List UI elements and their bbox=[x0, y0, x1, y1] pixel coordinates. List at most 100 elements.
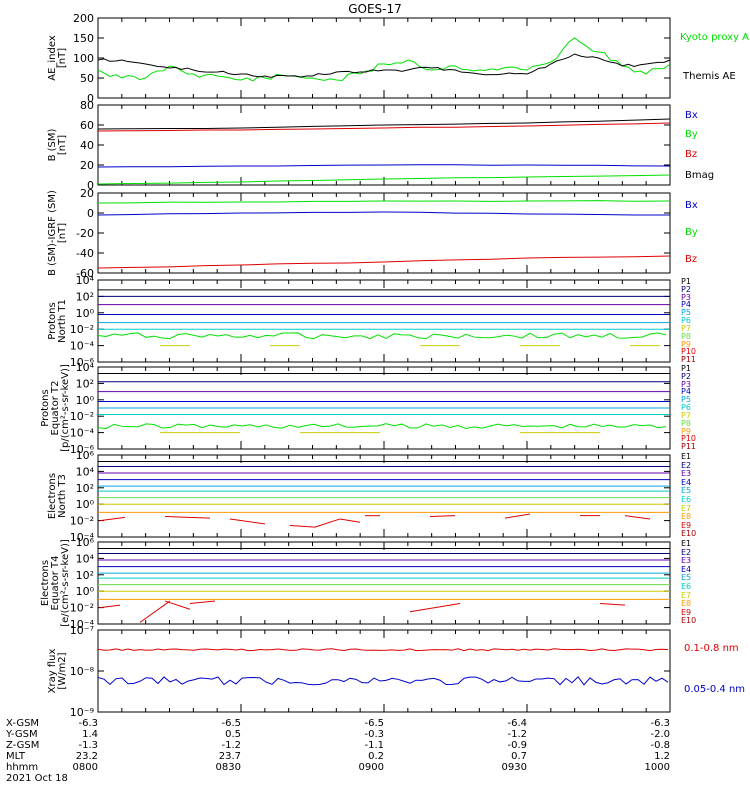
legend-entry: E3 bbox=[681, 556, 692, 566]
legend-entry: P8 bbox=[681, 418, 691, 428]
proton-t2-line-7 bbox=[97, 423, 667, 430]
y-axis-label: Protons bbox=[47, 302, 58, 339]
y-tick-label: 10⁻² bbox=[70, 410, 94, 423]
legend-entry: P10 bbox=[681, 347, 697, 357]
ephemeris-value: -0.9 bbox=[507, 740, 527, 751]
legend-entry: P11 bbox=[681, 355, 697, 365]
ephemeris-label: hhmm bbox=[6, 762, 39, 773]
y-tick-label: 10⁻⁴ bbox=[70, 427, 95, 440]
y-axis-label: [p/(cm²-s-sr-keV)] bbox=[60, 364, 71, 452]
legend-entry: E9 bbox=[681, 607, 692, 617]
legend-entry: P9 bbox=[681, 339, 691, 349]
ephemeris-value: 23.2 bbox=[75, 751, 98, 762]
ephemeris-label: MLT bbox=[6, 751, 25, 762]
ephemeris-value: -1.3 bbox=[78, 740, 98, 751]
electron-t3-line-10-segment bbox=[624, 515, 651, 520]
legend-entry: E1 bbox=[681, 539, 692, 548]
y-tick-label: 0 bbox=[87, 92, 94, 105]
y-axis-label: [nT] bbox=[57, 48, 68, 68]
y-tick-label: 0 bbox=[87, 207, 94, 220]
ephemeris-value: 0.7 bbox=[511, 751, 527, 762]
legend-entry: P8 bbox=[681, 331, 691, 341]
legend-entry: P1 bbox=[681, 364, 691, 373]
y-tick-label: 100 bbox=[73, 52, 94, 65]
panel-frame-7 bbox=[97, 541, 671, 625]
electron-t3-line-10-segment bbox=[429, 515, 456, 517]
legend-entry: E2 bbox=[681, 547, 692, 557]
ephemeris-value: -0.3 bbox=[364, 729, 384, 740]
legend-entry: P4 bbox=[681, 300, 691, 310]
legend-entry: E8 bbox=[681, 512, 692, 522]
panel-frame-3 bbox=[97, 192, 671, 274]
legend-entry: P9 bbox=[681, 426, 691, 436]
ephemeris-value: 0800 bbox=[72, 762, 98, 773]
y-tick-label: 10² bbox=[76, 377, 94, 390]
electron-t4-line-10-segment bbox=[599, 603, 626, 606]
legend-entry: P10 bbox=[681, 434, 697, 444]
y-tick-label: 10⁻⁴ bbox=[70, 531, 95, 544]
panel-frame-1 bbox=[97, 17, 671, 99]
ephemeris-value: 1.4 bbox=[82, 729, 98, 740]
ephemeris-value: 23.7 bbox=[218, 751, 241, 762]
legend-entry: E5 bbox=[681, 486, 692, 496]
y-tick-label: 10⁻² bbox=[70, 515, 94, 528]
y-tick-label: 10⁴ bbox=[76, 552, 95, 565]
y-tick-label: 10⁰ bbox=[76, 498, 95, 511]
electron-t4-line-10-segment bbox=[164, 600, 191, 610]
y-tick-label: 10⁴ bbox=[76, 361, 95, 374]
y-tick-label: 10² bbox=[76, 482, 94, 495]
y-axis-label: Equator T4 bbox=[50, 556, 61, 611]
y-axis-label: Xray flux bbox=[47, 649, 58, 694]
legend-dib-bz: Bz bbox=[685, 254, 698, 265]
electron-t3-line-10-segment bbox=[99, 516, 126, 522]
series-line-0-05-0-4-nm bbox=[97, 676, 669, 686]
y-tick-label: 10⁻⁴ bbox=[70, 340, 95, 353]
ephemeris-value: 1000 bbox=[644, 762, 670, 773]
legend-entry: E3 bbox=[681, 469, 692, 479]
legend-entry: P5 bbox=[681, 395, 691, 405]
legend-entry: P4 bbox=[681, 387, 691, 397]
y-tick-label: -40 bbox=[76, 247, 94, 260]
legend-b-bmag: Bmag bbox=[685, 170, 715, 181]
legend-b-bz: Bz bbox=[685, 149, 698, 160]
ephemeris-value: 0.5 bbox=[225, 729, 241, 740]
y-axis-label: AE_index bbox=[47, 35, 58, 81]
ephemeris-value: -0.8 bbox=[650, 740, 670, 751]
legend-entry: P2 bbox=[681, 371, 691, 381]
panel-frame-2 bbox=[97, 104, 671, 186]
legend-entry: P11 bbox=[681, 442, 697, 452]
series-line-by bbox=[97, 200, 671, 204]
legend-entry: P1 bbox=[681, 277, 691, 286]
legend-entry: E8 bbox=[681, 599, 692, 609]
ephemeris-value: -2.0 bbox=[650, 729, 670, 740]
y-tick-label: 10² bbox=[76, 290, 94, 303]
ephemeris-value: -1.2 bbox=[221, 740, 241, 751]
legend-b-bx: Bx bbox=[685, 110, 698, 121]
legend-entry: P6 bbox=[681, 403, 691, 413]
y-tick-label: 40 bbox=[80, 139, 94, 152]
ephemeris-value: 1.2 bbox=[654, 751, 670, 762]
series-line-bx bbox=[97, 211, 671, 216]
ephemeris-value: -1.1 bbox=[364, 740, 384, 751]
y-axis-label: [e/(cm²-s-sr-keV)] bbox=[60, 539, 71, 627]
electron-t3-line-10-segment bbox=[504, 513, 531, 519]
legend-dib-bx: Bx bbox=[685, 200, 698, 211]
legend-entry: P2 bbox=[681, 284, 691, 294]
ephemeris-value: 0.2 bbox=[368, 751, 384, 762]
y-tick-label: 10⁻⁸ bbox=[70, 665, 95, 678]
panel-frame-8 bbox=[97, 629, 671, 713]
legend-kyoto-ae: Kyoto proxy AE bbox=[680, 32, 750, 43]
electron-t3-line-10-segment bbox=[289, 525, 316, 528]
legend-entry: P5 bbox=[681, 308, 691, 318]
y-tick-label: 60 bbox=[80, 119, 94, 132]
y-axis-label: North T3 bbox=[57, 474, 68, 518]
electron-t4-line-10-segment bbox=[139, 600, 171, 623]
legend-entry: P7 bbox=[681, 323, 691, 333]
y-tick-label: 150 bbox=[73, 32, 94, 45]
y-tick-label: -60 bbox=[76, 267, 94, 280]
legend-entry: E6 bbox=[681, 495, 692, 504]
legend-entry: E5 bbox=[681, 573, 692, 583]
y-tick-label: 10⁶ bbox=[76, 449, 95, 462]
legend-xray-long: 0.1-0.8 nm bbox=[684, 643, 739, 654]
y-tick-label: 10⁻⁶ bbox=[70, 356, 95, 369]
